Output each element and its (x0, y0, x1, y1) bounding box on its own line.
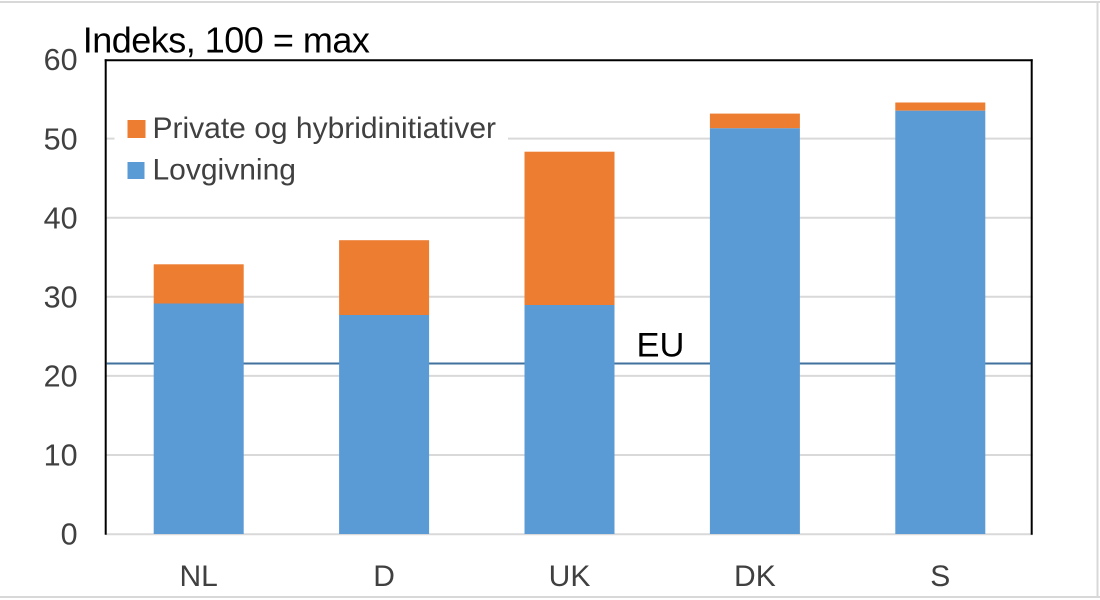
svg-text:S: S (930, 560, 950, 593)
svg-text:20: 20 (44, 360, 78, 394)
svg-text:60: 60 (44, 43, 78, 77)
svg-text:EU: EU (637, 326, 685, 364)
svg-text:50: 50 (44, 122, 78, 156)
svg-text:D: D (373, 560, 395, 593)
svg-text:0: 0 (61, 518, 78, 552)
svg-text:NL: NL (180, 560, 218, 593)
svg-text:Private og hybridinitiativer: Private og hybridinitiativer (153, 112, 497, 145)
svg-text:DK: DK (734, 560, 776, 593)
svg-text:40: 40 (44, 201, 78, 235)
svg-text:Indeks, 100 = max: Indeks, 100 = max (83, 20, 370, 61)
svg-text:Lovgivning: Lovgivning (153, 154, 296, 187)
svg-text:30: 30 (44, 281, 78, 315)
svg-text:10: 10 (44, 439, 78, 473)
svg-text:UK: UK (549, 560, 591, 593)
